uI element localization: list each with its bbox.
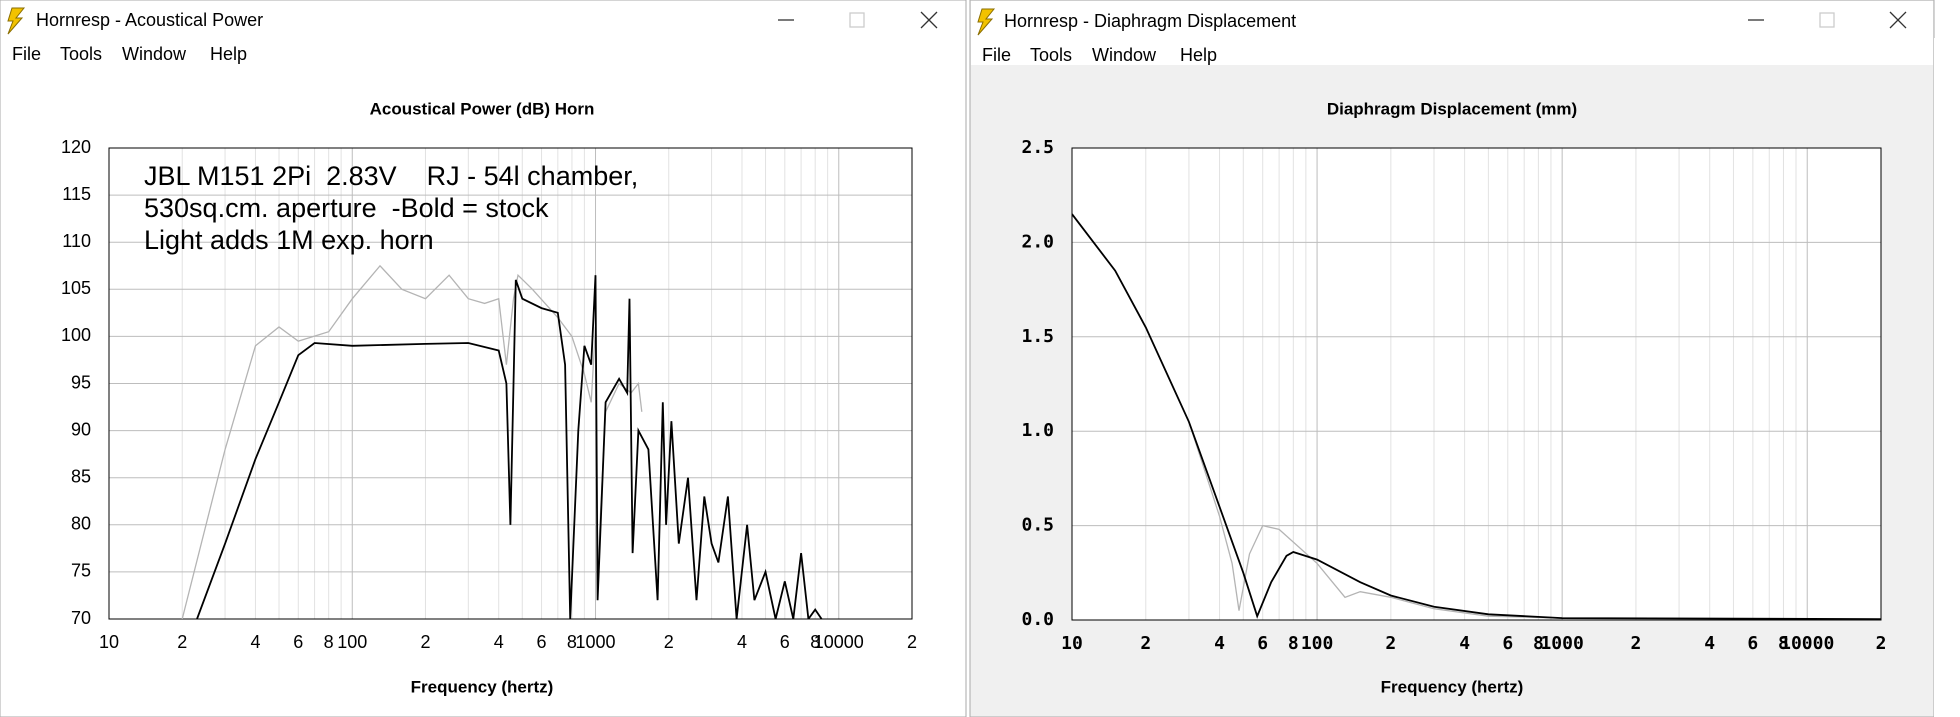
x-tick-label: 4 (1704, 633, 1715, 654)
plot-border (1071, 147, 1882, 621)
x-tick-label: 2 (1631, 633, 1642, 654)
x-tick-label: 4 (1459, 633, 1470, 654)
y-tick-label: 0.0 (1021, 609, 1054, 630)
x-axis-label: Frequency (hertz) (1381, 677, 1524, 696)
window-title: Hornresp - Acoustical Power (36, 10, 263, 30)
maximize-button[interactable] (1819, 12, 1835, 28)
close-button[interactable] (920, 11, 938, 29)
x-tick-label: 8 (1288, 633, 1299, 654)
y-tick-label: 1.5 (1021, 326, 1054, 347)
x-tick-label: 2 (1385, 633, 1396, 654)
plot-area (1072, 148, 1881, 620)
menu-item[interactable]: Window (1092, 45, 1157, 65)
x-tick-label: 100 (337, 632, 367, 652)
x-tick-label: 8 (810, 632, 820, 652)
y-tick-label: 75 (71, 561, 91, 581)
x-tick-label: 8 (1533, 633, 1544, 654)
desktop (1934, 38, 1960, 717)
x-tick-label: 1000 (1540, 633, 1583, 654)
x-tick-label: 6 (1747, 633, 1758, 654)
y-tick-label: 0.5 (1021, 515, 1054, 536)
x-tick-label: 2 (177, 632, 187, 652)
x-tick-label: 10 (99, 632, 119, 652)
x-tick-label: 100 (1301, 633, 1334, 654)
menu-item[interactable]: File (982, 45, 1011, 65)
annotation: JBL M151 2Pi 2.83V RJ - 54l chamber, (144, 161, 638, 191)
annotation: Light adds 1M exp. horn (144, 225, 434, 255)
data-line (196, 275, 823, 619)
y-tick-label: 1.0 (1021, 420, 1054, 441)
chart-title: Diaphragm Displacement (mm) (1327, 99, 1577, 118)
x-tick-label: 8 (324, 632, 334, 652)
y-tick-label: 120 (61, 137, 91, 157)
x-tick-label: 2 (420, 632, 430, 652)
x-tick-label: 4 (737, 632, 747, 652)
menu-item[interactable]: File (12, 44, 41, 64)
y-tick-label: 90 (71, 419, 91, 439)
x-tick-label: 6 (293, 632, 303, 652)
x-tick-label: 8 (567, 632, 577, 652)
x-tick-label: 4 (250, 632, 260, 652)
menu-item[interactable]: Tools (60, 44, 102, 64)
y-tick-label: 105 (61, 278, 91, 298)
menu-item[interactable]: Window (122, 44, 187, 64)
y-tick-label: 80 (71, 514, 91, 534)
x-tick-label: 6 (1502, 633, 1513, 654)
x-axis-label: Frequency (hertz) (411, 677, 554, 696)
x-tick-label: 8 (1778, 633, 1789, 654)
x-tick-label: 4 (1214, 633, 1225, 654)
x-tick-label: 10000 (814, 632, 864, 652)
x-tick-label: 10000 (1780, 633, 1834, 654)
app-icon (977, 8, 996, 36)
close-button[interactable] (1889, 11, 1907, 29)
y-tick-label: 2.5 (1021, 137, 1054, 158)
y-tick-label: 70 (71, 608, 91, 628)
x-tick-label: 10 (1061, 633, 1083, 654)
x-tick-label: 6 (1257, 633, 1268, 654)
x-tick-label: 6 (537, 632, 547, 652)
menu-item[interactable]: Tools (1030, 45, 1072, 65)
data-line (1072, 213, 1881, 620)
chart-title: Acoustical Power (dB) Horn (370, 99, 595, 118)
window-title: Hornresp - Diaphragm Displacement (1004, 11, 1296, 31)
y-tick-label: 100 (61, 325, 91, 345)
y-tick-label: 2.0 (1021, 231, 1054, 252)
x-tick-label: 4 (494, 632, 504, 652)
menu-item[interactable]: Help (1180, 45, 1217, 65)
x-tick-label: 2 (664, 632, 674, 652)
plot-border (108, 147, 913, 620)
x-tick-label: 2 (907, 632, 917, 652)
y-tick-label: 110 (62, 231, 91, 251)
y-tick-label: 115 (62, 184, 91, 204)
y-tick-label: 85 (71, 466, 91, 486)
menu-item[interactable]: Help (210, 44, 247, 64)
x-tick-label: 1000 (575, 632, 615, 652)
annotation: 530sq.cm. aperture -Bold = stock (144, 193, 549, 223)
title-menu-bg (971, 1, 1933, 65)
x-tick-label: 6 (780, 632, 790, 652)
y-tick-label: 95 (71, 372, 91, 392)
x-tick-label: 2 (1140, 633, 1151, 654)
app-icon (7, 7, 26, 35)
maximize-button[interactable] (849, 12, 865, 28)
x-tick-label: 2 (1876, 633, 1887, 654)
